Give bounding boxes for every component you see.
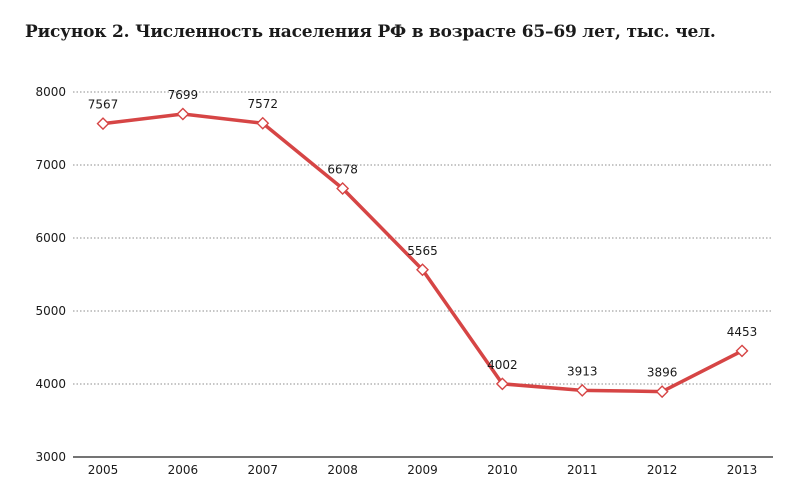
x-axis: 2005 2006 2007 2008 2009 2010 2011 2012 2013 (88, 463, 758, 477)
x-tick-label: 2005 (88, 463, 119, 477)
data-point-marker (735, 344, 749, 358)
data-point-marker (495, 377, 509, 391)
data-point-marker (416, 263, 429, 277)
data-label: 7699 (168, 88, 199, 102)
data-point-marker (176, 107, 190, 121)
gridlines (73, 91, 773, 458)
data-label: 3896 (647, 366, 678, 380)
data-label: 3913 (567, 364, 598, 378)
chart-title: Рисунок 2. Численность населения РФ в во… (25, 22, 716, 42)
data-label: 7572 (247, 97, 278, 111)
data-label: 6678 (327, 163, 358, 177)
x-tick-label: 2009 (407, 463, 438, 477)
data-label: 7567 (88, 98, 119, 112)
x-tick-label: 2011 (567, 463, 598, 477)
x-tick-label: 2007 (247, 463, 278, 477)
y-tick-label: 4000 (35, 377, 66, 391)
data-point-marker (336, 182, 350, 195)
data-label: 5565 (407, 244, 438, 258)
x-tick-label: 2013 (727, 463, 758, 477)
data-label: 4002 (487, 358, 518, 372)
y-tick-label: 8000 (35, 85, 66, 99)
x-tick-label: 2008 (327, 463, 358, 477)
y-tick-label: 7000 (35, 158, 66, 172)
data-label: 4453 (727, 325, 758, 339)
data-point-marker (575, 383, 589, 397)
data-points (96, 107, 749, 399)
data-point-marker (256, 116, 270, 130)
y-tick-label: 3000 (35, 450, 66, 464)
x-tick-label: 2006 (168, 463, 199, 477)
y-tick-label: 5000 (35, 304, 66, 318)
x-tick-label: 2012 (647, 463, 678, 477)
data-labels: 7567 7699 7572 6678 5565 4002 3913 3896 4453 (88, 88, 758, 380)
y-tick-label: 6000 (35, 231, 66, 245)
data-point-marker (655, 385, 669, 399)
y-axis: 3000 4000 5000 6000 7000 8000 (35, 85, 66, 464)
data-point-marker (96, 117, 110, 131)
x-tick-label: 2010 (487, 463, 518, 477)
